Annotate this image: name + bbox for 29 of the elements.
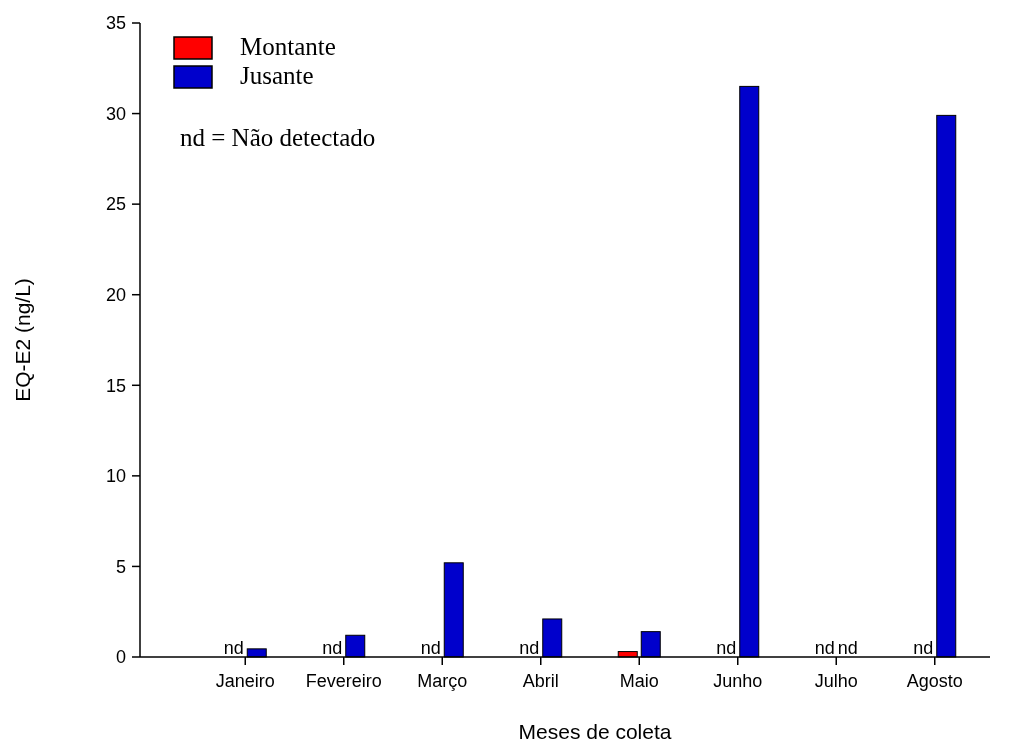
x-tick-label: Fevereiro — [305, 671, 382, 691]
x-tick-label: Junho — [713, 671, 763, 691]
x-tick-label: Julho — [814, 671, 858, 691]
x-tick-label: Março — [417, 671, 468, 691]
annotation: nd = Não detectado — [180, 124, 376, 151]
text: nd — [814, 638, 835, 658]
text: nd — [837, 638, 858, 658]
y-tick-label: 15 — [105, 375, 126, 396]
x-tick-label: Abril — [522, 671, 559, 691]
y-axis-title: EQ-E2 (ng/L) — [11, 278, 34, 402]
x-tick-label: Janeiro — [215, 671, 275, 691]
text: nd — [223, 638, 244, 658]
legend-label: Montante — [240, 33, 336, 60]
x-tick-label: Maio — [619, 671, 659, 691]
x-tick-label: Agosto — [906, 671, 963, 691]
y-tick-label: 20 — [105, 285, 126, 306]
text: nd — [716, 638, 737, 658]
text: nd — [322, 638, 343, 658]
y-tick-label: 25 — [105, 194, 126, 215]
y-tick-label: 0 — [115, 647, 126, 668]
legend-label: Jusante — [240, 62, 314, 89]
y-tick-label: 5 — [115, 556, 126, 577]
y-tick-label: 10 — [105, 466, 126, 487]
y-tick-label: 35 — [105, 13, 126, 34]
x-axis-title: Meses de coleta — [518, 720, 672, 743]
text: nd — [420, 638, 441, 658]
text: nd — [519, 638, 540, 658]
text: nd — [913, 638, 934, 658]
y-tick-label: 30 — [105, 103, 126, 124]
